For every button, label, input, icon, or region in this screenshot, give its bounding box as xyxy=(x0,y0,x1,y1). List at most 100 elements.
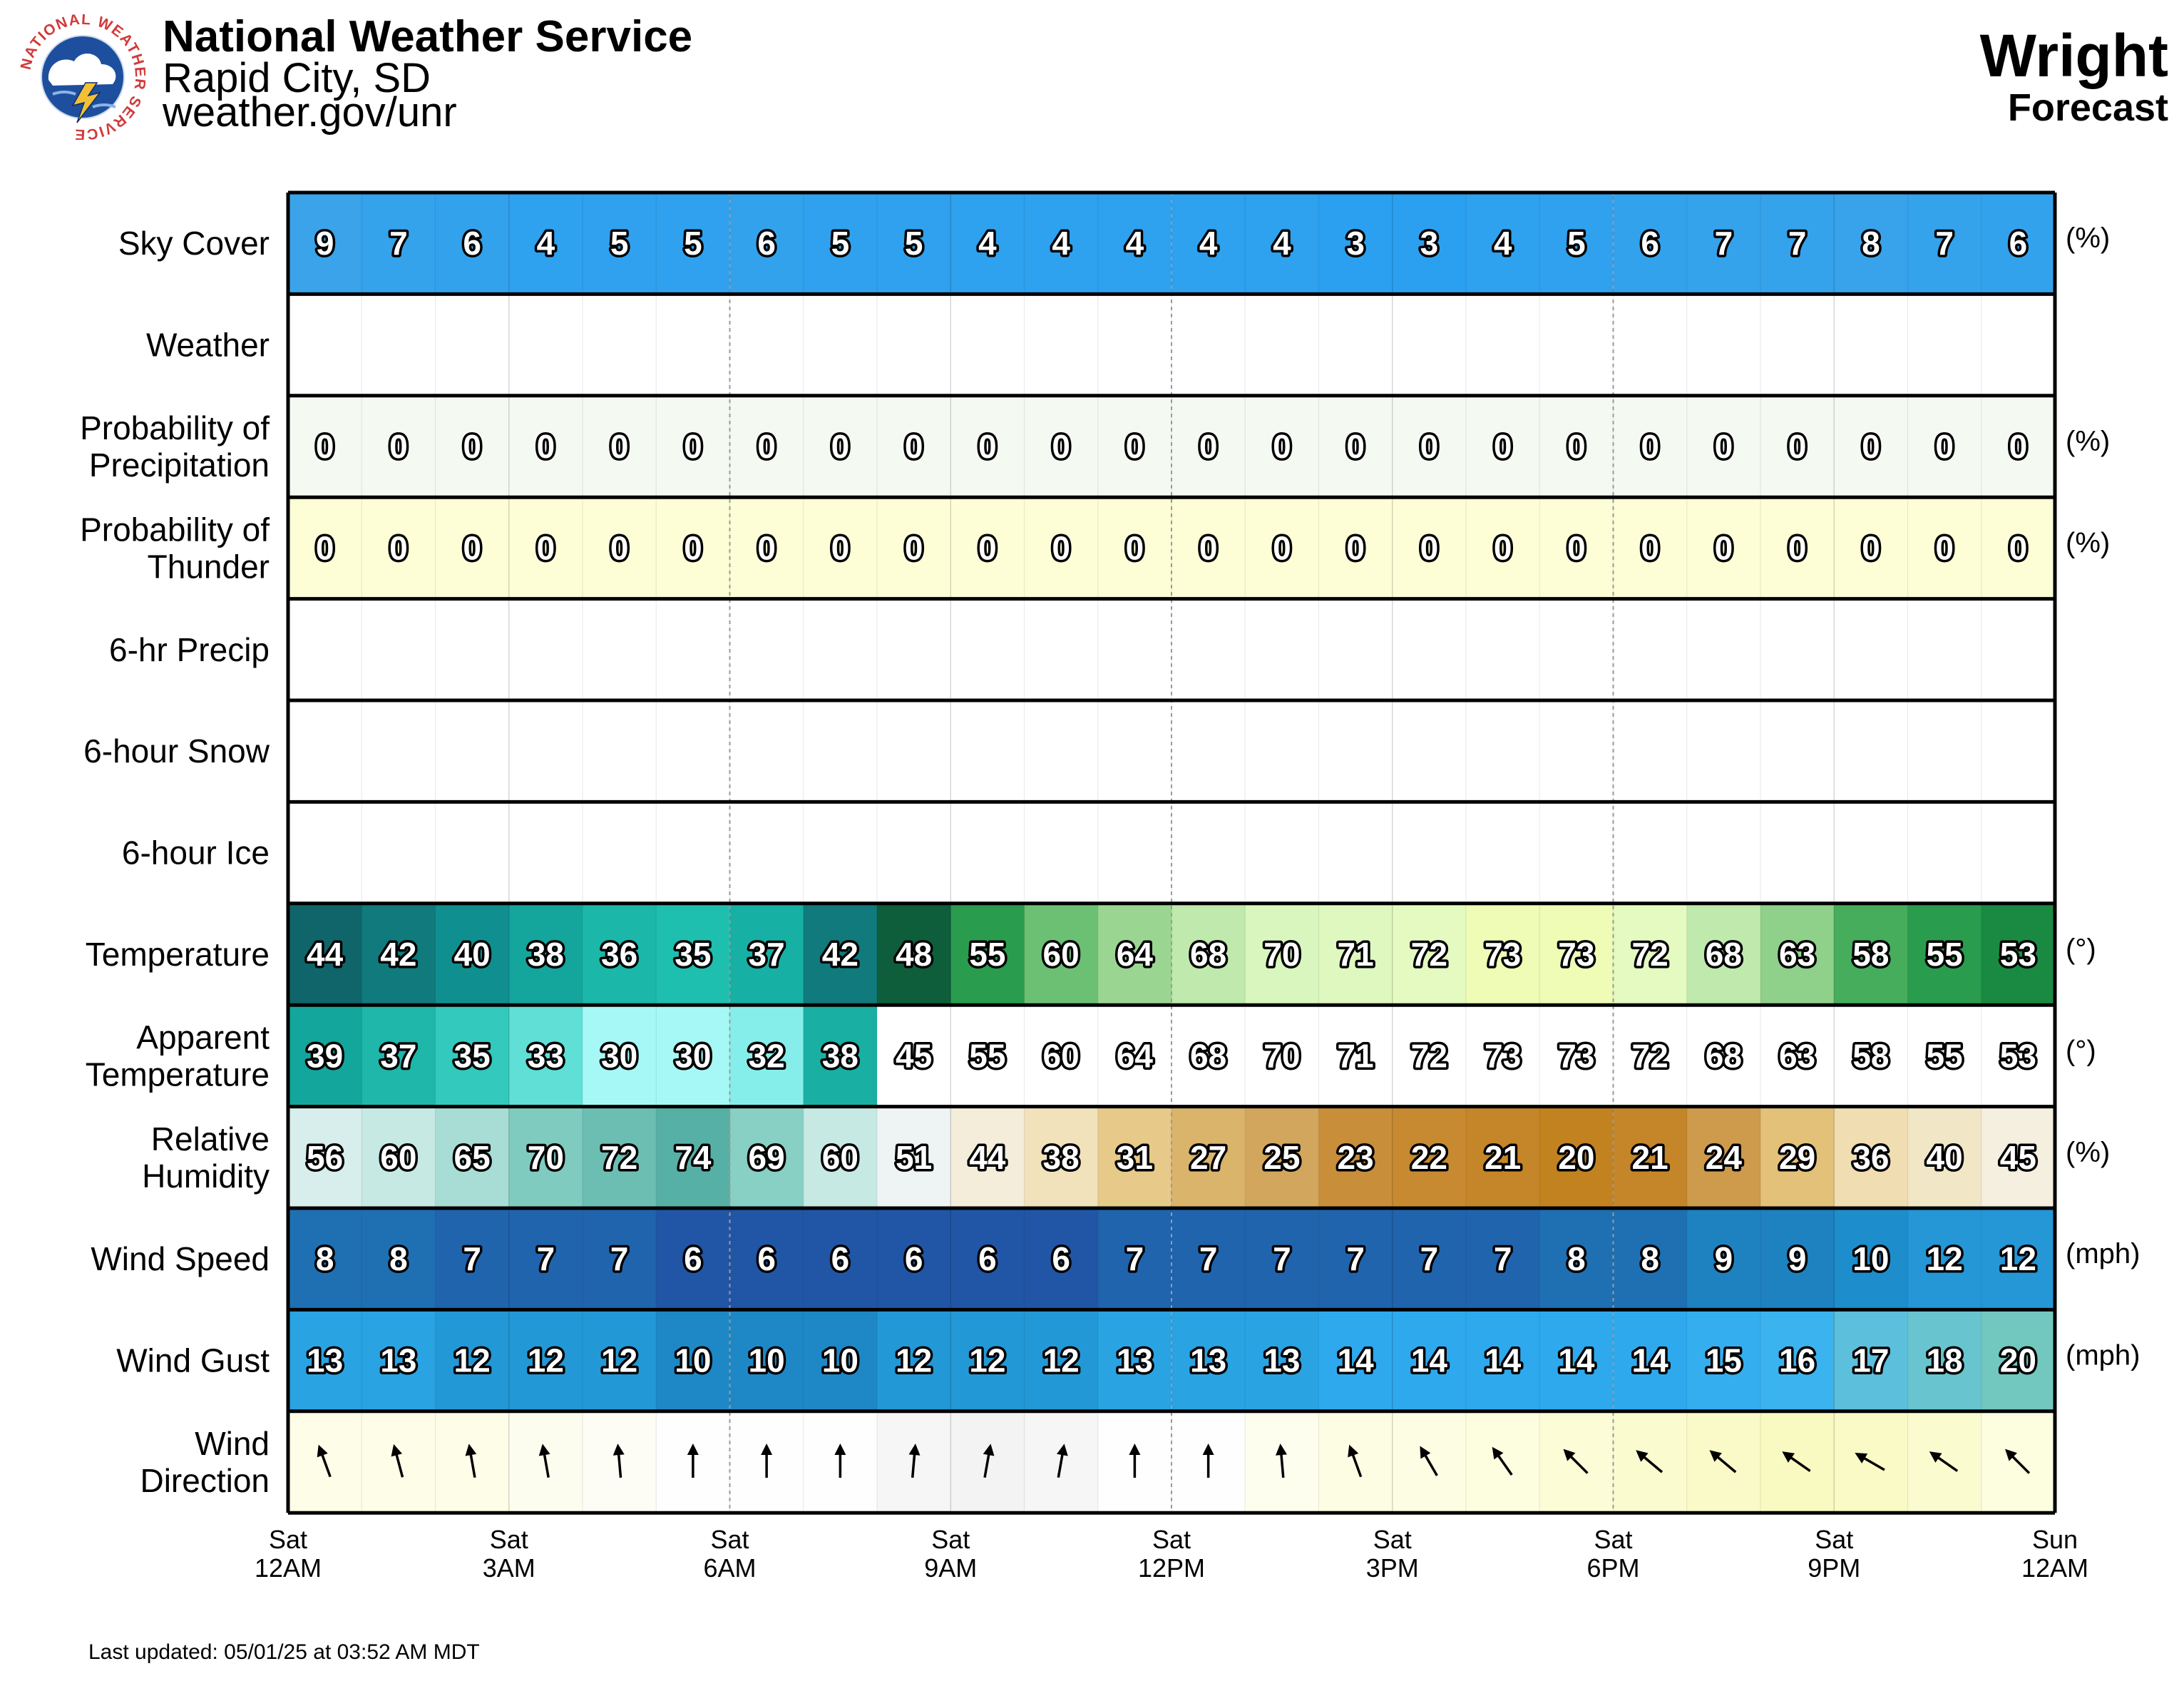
row-11-value-1: 13 xyxy=(380,1342,416,1379)
row-8-value-14: 71 xyxy=(1338,1037,1374,1074)
row-11-value-9: 12 xyxy=(969,1342,1005,1379)
wind-arrow-4 xyxy=(612,1444,625,1478)
row-9-value-18: 21 xyxy=(1632,1139,1668,1176)
row-0-value-19: 7 xyxy=(1715,225,1733,262)
row-2-value-8: 0 xyxy=(905,428,923,465)
row-10-value-12: 7 xyxy=(1199,1240,1218,1277)
row-9-value-23: 45 xyxy=(2000,1139,2036,1176)
row-11-cell-6 xyxy=(729,1309,804,1411)
row-3-value-21: 0 xyxy=(1862,529,1880,566)
location-title: Wright xyxy=(1979,22,2168,89)
row-2-value-14: 0 xyxy=(1346,428,1365,465)
row-8-value-3: 33 xyxy=(528,1037,564,1074)
row-7-cell-9 xyxy=(950,903,1025,1006)
row-0-value-13: 4 xyxy=(1273,225,1291,262)
row-3-value-16: 0 xyxy=(1494,529,1512,566)
row-10-value-3: 7 xyxy=(537,1240,555,1277)
row-7-value-23: 53 xyxy=(2000,936,2036,973)
row-11-cell-15 xyxy=(1392,1309,1467,1411)
row-10-cell-3 xyxy=(508,1208,583,1310)
row-0-value-12: 4 xyxy=(1199,225,1218,262)
row-7-cell-23 xyxy=(1981,903,2056,1006)
row-10-value-13: 7 xyxy=(1273,1240,1291,1277)
row-8-value-17: 73 xyxy=(1558,1037,1594,1074)
row-7-value-17: 73 xyxy=(1558,936,1594,973)
row-8-value-21: 58 xyxy=(1852,1037,1889,1074)
row-7-value-14: 71 xyxy=(1338,936,1374,973)
row-8-cell-1 xyxy=(362,1005,436,1107)
row-11-cell-13 xyxy=(1245,1309,1320,1411)
row-8-cell-10 xyxy=(1024,1005,1099,1107)
row-9-cell-7 xyxy=(803,1106,878,1208)
row-8-value-11: 64 xyxy=(1117,1037,1154,1074)
row-7-cell-22 xyxy=(1907,903,1982,1006)
row-7-cell-10 xyxy=(1024,903,1099,1006)
row-0-value-9: 4 xyxy=(978,225,997,262)
row-11-value-18: 14 xyxy=(1632,1342,1669,1379)
row-2-value-20: 0 xyxy=(1788,428,1807,465)
time-axis-day-3: Sat xyxy=(931,1525,970,1554)
row-8-value-12: 68 xyxy=(1190,1037,1226,1074)
row-7-value-1: 42 xyxy=(380,936,416,973)
row-11-value-15: 14 xyxy=(1411,1342,1448,1379)
time-axis-time-1: 3AM xyxy=(483,1553,535,1583)
row-0-value-16: 4 xyxy=(1494,225,1512,262)
row-0-cell-5 xyxy=(656,193,731,295)
row-0-value-7: 5 xyxy=(831,225,850,262)
row-0-value-8: 5 xyxy=(905,225,923,262)
row-10-value-7: 6 xyxy=(831,1240,850,1277)
row-0-cell-3 xyxy=(508,193,583,295)
row-8-cell-14 xyxy=(1318,1005,1393,1107)
row-7-value-0: 44 xyxy=(307,936,344,973)
forecast-subtitle: Forecast xyxy=(2007,86,2168,129)
wind-arrow-16 xyxy=(1492,1446,1513,1476)
wind-arrow-2 xyxy=(465,1444,477,1478)
wind-arrow-7 xyxy=(834,1444,846,1478)
row-9-value-21: 36 xyxy=(1852,1139,1889,1176)
row-7-cell-13 xyxy=(1245,903,1320,1006)
row-9-value-15: 22 xyxy=(1411,1139,1447,1176)
row-8-label-1: Temperature xyxy=(86,1056,270,1093)
row-0-cell-23 xyxy=(1981,193,2056,295)
row-10-value-9: 6 xyxy=(978,1240,997,1277)
row-11-value-12: 13 xyxy=(1190,1342,1226,1379)
row-0-value-11: 4 xyxy=(1126,225,1144,262)
row-3-value-9: 0 xyxy=(978,529,997,566)
row-9-value-0: 56 xyxy=(307,1139,343,1176)
row-9-cell-19 xyxy=(1686,1106,1761,1208)
row-11-value-19: 15 xyxy=(1706,1342,1742,1379)
row-10-cell-15 xyxy=(1392,1208,1467,1310)
row-8-cell-17 xyxy=(1539,1005,1614,1107)
row-8-value-13: 70 xyxy=(1263,1037,1300,1074)
row-0-cell-2 xyxy=(435,193,510,295)
time-axis-time-6: 6PM xyxy=(1586,1553,1639,1583)
wind-arrow-8 xyxy=(908,1444,921,1478)
row-10-value-21: 10 xyxy=(1852,1240,1889,1277)
row-7-cell-8 xyxy=(877,903,951,1006)
row-3-label-0: Probability of xyxy=(80,511,270,548)
row-8-value-16: 73 xyxy=(1485,1037,1521,1074)
row-9-value-14: 23 xyxy=(1338,1139,1374,1176)
row-10-cell-6 xyxy=(729,1208,804,1310)
row-2-value-23: 0 xyxy=(2009,428,2028,465)
row-10-cell-2 xyxy=(435,1208,510,1310)
row-0-value-21: 8 xyxy=(1862,225,1880,262)
row-11-value-3: 12 xyxy=(528,1342,564,1379)
row-8-cell-22 xyxy=(1907,1005,1982,1107)
row-3-value-15: 0 xyxy=(1420,529,1439,566)
row-10-cell-16 xyxy=(1466,1208,1540,1310)
office-city: Rapid City, SD xyxy=(163,55,431,101)
row-11-value-20: 16 xyxy=(1779,1342,1815,1379)
row-2-value-15: 0 xyxy=(1420,428,1439,465)
wind-arrow-9 xyxy=(983,1444,995,1478)
row-8-cell-0 xyxy=(288,1005,362,1107)
row-6-label-0: 6-hour Ice xyxy=(122,834,270,872)
row-10-cell-9 xyxy=(950,1208,1025,1310)
row-0-cell-8 xyxy=(877,193,951,295)
row-7-value-18: 72 xyxy=(1632,936,1668,973)
row-9-value-9: 44 xyxy=(969,1139,1006,1176)
row-2-unit: (%) xyxy=(2066,426,2110,457)
wind-arrow-14 xyxy=(1348,1444,1363,1478)
row-0-cell-21 xyxy=(1834,193,1909,295)
